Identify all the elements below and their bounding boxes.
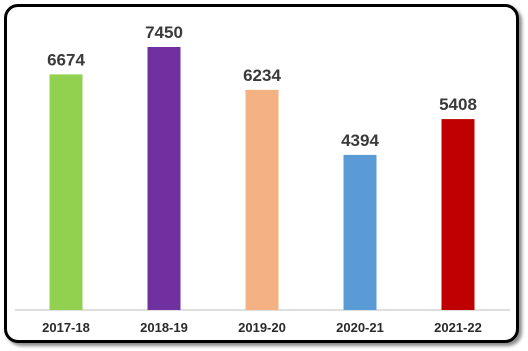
bar-2019-20 — [245, 89, 279, 311]
x-tick-label-2020-21: 2020-21 — [336, 320, 384, 335]
value-label-2017-18: 6674 — [47, 50, 85, 69]
bar-2020-21 — [343, 154, 377, 310]
bars-group — [49, 47, 475, 311]
value-label-2018-19: 7450 — [145, 23, 183, 42]
value-label-2021-22: 5408 — [439, 95, 477, 114]
bar-2021-22 — [441, 119, 475, 310]
x-tick-label-2019-20: 2019-20 — [238, 320, 286, 335]
bar-2018-19 — [147, 47, 181, 310]
x-tick-label-2018-19: 2018-19 — [140, 320, 188, 335]
bar-chart: 6674 7450 6234 4394 5408 2017-18 2018-19 2019-… — [15, 23, 510, 335]
bar-2017-18 — [49, 74, 83, 311]
chart-frame: 6674 7450 6234 4394 5408 2017-18 2018-19 2019-… — [4, 4, 519, 343]
x-tick-label-2017-18: 2017-18 — [42, 320, 90, 335]
x-tick-labels-group: 2017-18 2018-19 2019-20 2020-21 2021-22 — [42, 320, 482, 335]
x-tick-label-2021-22: 2021-22 — [434, 320, 482, 335]
value-labels-group: 6674 7450 6234 4394 5408 — [47, 23, 477, 150]
value-label-2019-20: 6234 — [243, 66, 281, 85]
value-label-2020-21: 4394 — [341, 131, 379, 150]
